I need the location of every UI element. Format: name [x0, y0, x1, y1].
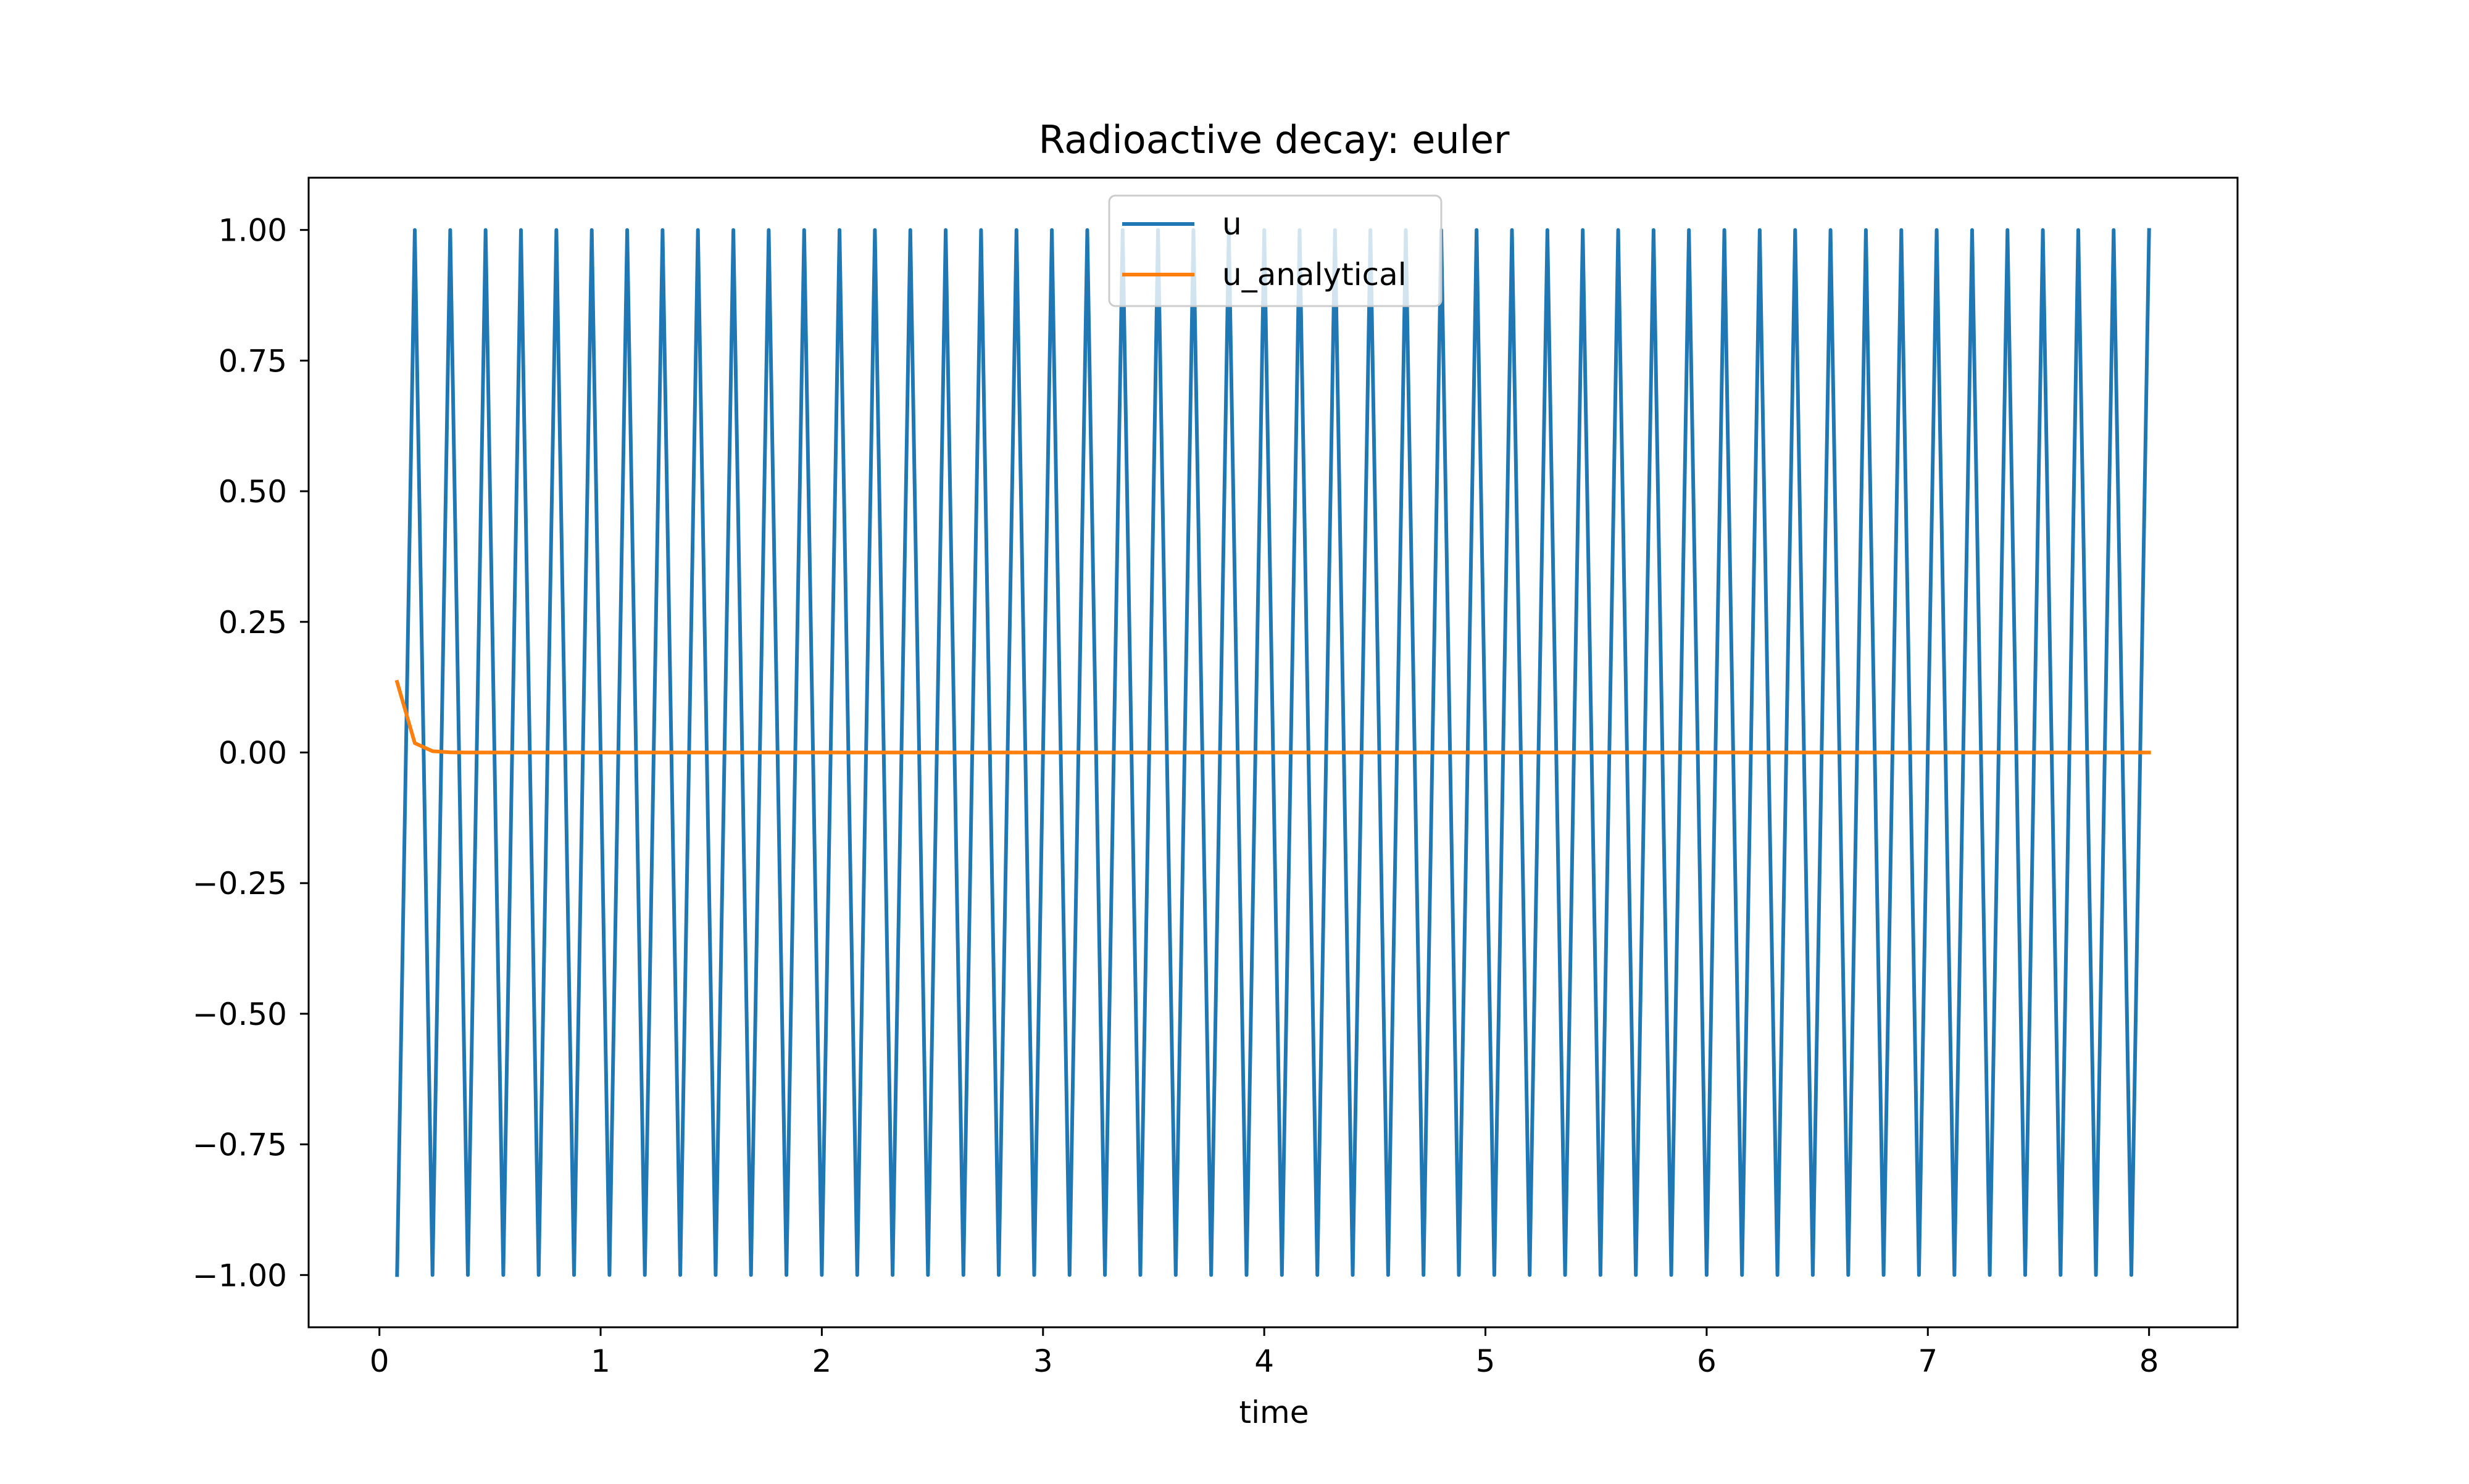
y-tick-label: −0.25 — [193, 866, 287, 902]
chart-title: Radioactive decay: euler — [1038, 117, 1510, 162]
axes-frame — [307, 176, 2239, 1329]
x-tick-label: 1 — [591, 1343, 610, 1379]
axes: 0 1 2 3 4 5 6 7 8 1.00 0.75 0.50 0.25 0.00 −0.25 −0.50 −… — [193, 213, 2159, 1379]
series-line-u-analytical — [394, 679, 2151, 755]
y-tick-label: 0.00 — [219, 736, 287, 771]
x-tick-label: 4 — [1254, 1343, 1274, 1379]
y-tick-label: 1.00 — [219, 213, 287, 249]
x-tick-label: 3 — [1033, 1343, 1053, 1379]
legend-label-u-analytical: u_analytical — [1222, 257, 1407, 292]
x-tick-label: 8 — [2139, 1343, 2159, 1379]
legend: u u_analytical — [1108, 194, 1443, 307]
y-tick-label: 0.25 — [219, 605, 287, 640]
x-tick-label: 5 — [1476, 1343, 1496, 1379]
y-tick-label: −0.50 — [193, 997, 287, 1032]
x-tick-label: 6 — [1697, 1343, 1717, 1379]
x-tick-label: 2 — [812, 1343, 832, 1379]
y-tick-label: 0.75 — [219, 343, 287, 379]
x-tick-label: 0 — [370, 1343, 389, 1379]
y-tick-label: −1.00 — [193, 1258, 287, 1293]
y-tick-label: −0.75 — [193, 1127, 287, 1163]
legend-label-u: u — [1222, 206, 1242, 242]
plot-area — [394, 228, 2151, 1277]
y-tick-label: 0.50 — [219, 474, 287, 510]
x-tick-label: 7 — [1918, 1343, 1938, 1379]
x-axis-label: time — [1239, 1395, 1309, 1430]
